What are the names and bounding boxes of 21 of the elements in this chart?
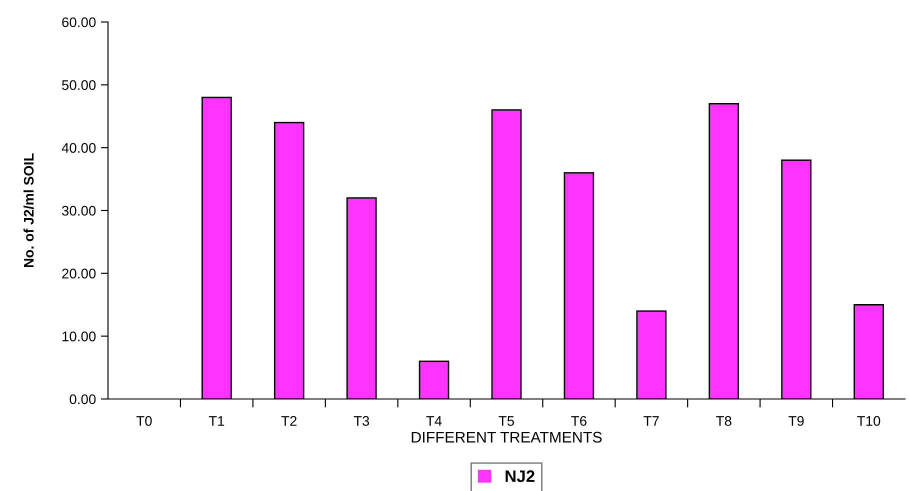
y-tick-label: 40.00: [62, 143, 96, 153]
x-tick-label: T5: [498, 416, 514, 426]
x-tick-label: T3: [354, 416, 370, 426]
x-axis-title: DIFFERENT TREATMENTS: [412, 432, 602, 443]
y-axis-title: No. of J2/ml SOIL: [23, 153, 34, 268]
x-tick-label: T8: [716, 416, 732, 426]
x-tick-label: T4: [426, 416, 442, 426]
x-tick-label: T7: [644, 416, 659, 426]
x-tick-label: T10: [857, 416, 880, 426]
x-tick-label: T6: [571, 416, 586, 426]
y-tick-label: 0.00: [70, 394, 96, 404]
y-tick-label: 50.00: [62, 80, 96, 90]
x-tick-label: T2: [281, 416, 297, 426]
x-tick-label: T1: [208, 416, 224, 426]
legend-label: NJ2: [506, 470, 534, 482]
x-tick-label: T0: [136, 416, 152, 426]
y-tick-label: 20.00: [62, 268, 96, 279]
y-tick-label: 30.00: [62, 206, 96, 216]
x-tick-label: T9: [788, 416, 804, 426]
y-tick-label: 60.00: [62, 17, 96, 28]
y-tick-label: 10.00: [62, 332, 96, 342]
